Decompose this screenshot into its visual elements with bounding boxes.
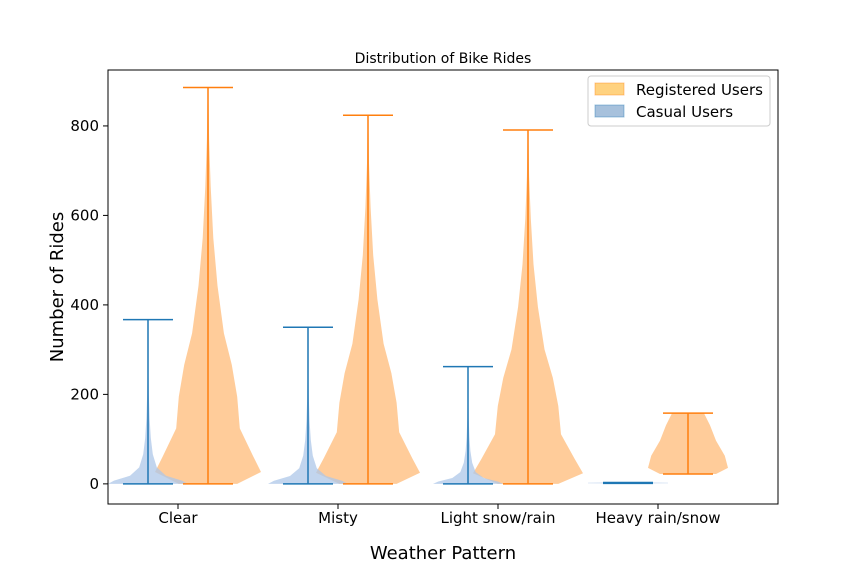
legend: Registered Users Casual Users (587, 75, 771, 127)
y-tick-label: 200 (70, 385, 99, 403)
x-tick-label: Light snow/rain (440, 509, 555, 527)
legend-label-registered: Registered Users (636, 81, 763, 99)
x-axis: Clear Misty Light snow/rain Heavy rain/snow (158, 504, 721, 527)
legend-swatch-registered (594, 82, 625, 96)
plot-frame (107, 69, 779, 505)
x-tick-label: Clear (158, 509, 198, 527)
violins-registered (155, 87, 728, 484)
x-axis-label: Weather Pattern (370, 543, 516, 564)
x-tick-label: Heavy rain/snow (595, 509, 720, 527)
y-axis-label: Number of Rides (47, 212, 68, 363)
x-tick-label: Misty (318, 509, 358, 527)
y-tick-label: 400 (70, 296, 99, 314)
chart-title: Distribution of Bike Rides (355, 51, 532, 67)
legend-frame (587, 75, 771, 127)
y-axis: 0 200 400 600 800 (70, 117, 108, 493)
y-tick-label: 600 (70, 206, 99, 224)
y-tick-label: 800 (70, 117, 99, 135)
y-tick-label: 0 (89, 475, 99, 493)
violin-lines (123, 86, 713, 485)
legend-label-casual: Casual Users (636, 103, 733, 121)
legend-swatch-casual (594, 104, 625, 118)
